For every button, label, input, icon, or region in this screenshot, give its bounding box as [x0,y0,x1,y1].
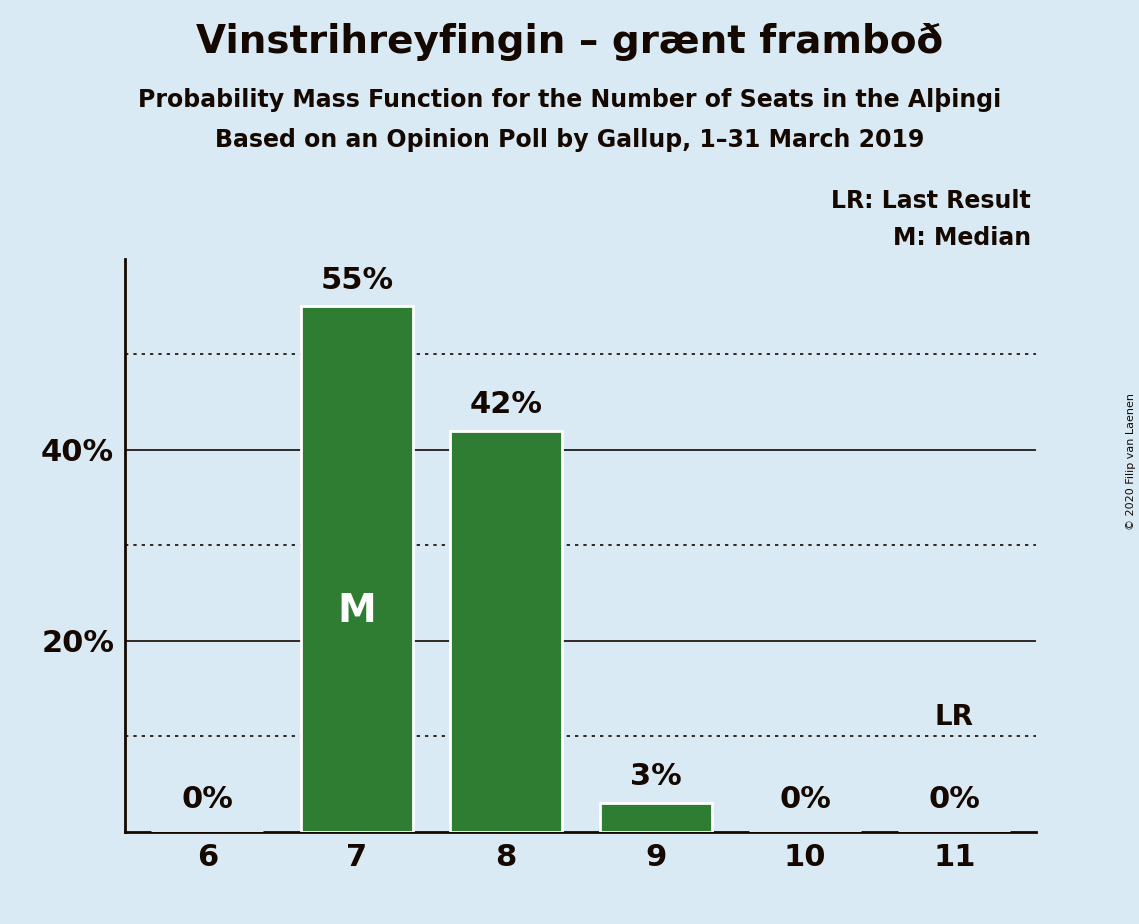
Text: LR: LR [935,703,974,732]
Text: 0%: 0% [181,785,233,814]
Text: 0%: 0% [779,785,830,814]
Text: Vinstrihreyfingin – grænt framboð: Vinstrihreyfingin – grænt framboð [196,23,943,61]
Text: M: M [337,592,376,630]
Bar [301,307,412,832]
Text: Based on an Opinion Poll by Gallup, 1–31 March 2019: Based on an Opinion Poll by Gallup, 1–31… [215,128,924,152]
Text: © 2020 Filip van Laenen: © 2020 Filip van Laenen [1126,394,1136,530]
Text: 55%: 55% [320,266,393,295]
Text: M: Median: M: Median [893,226,1031,250]
Bar [599,803,712,832]
Text: LR: Last Result: LR: Last Result [831,189,1031,213]
Text: 42%: 42% [469,390,542,419]
Bar [450,431,563,832]
Text: 0%: 0% [928,785,981,814]
Text: Probability Mass Function for the Number of Seats in the Alþingi: Probability Mass Function for the Number… [138,88,1001,112]
Text: 3%: 3% [630,762,681,792]
